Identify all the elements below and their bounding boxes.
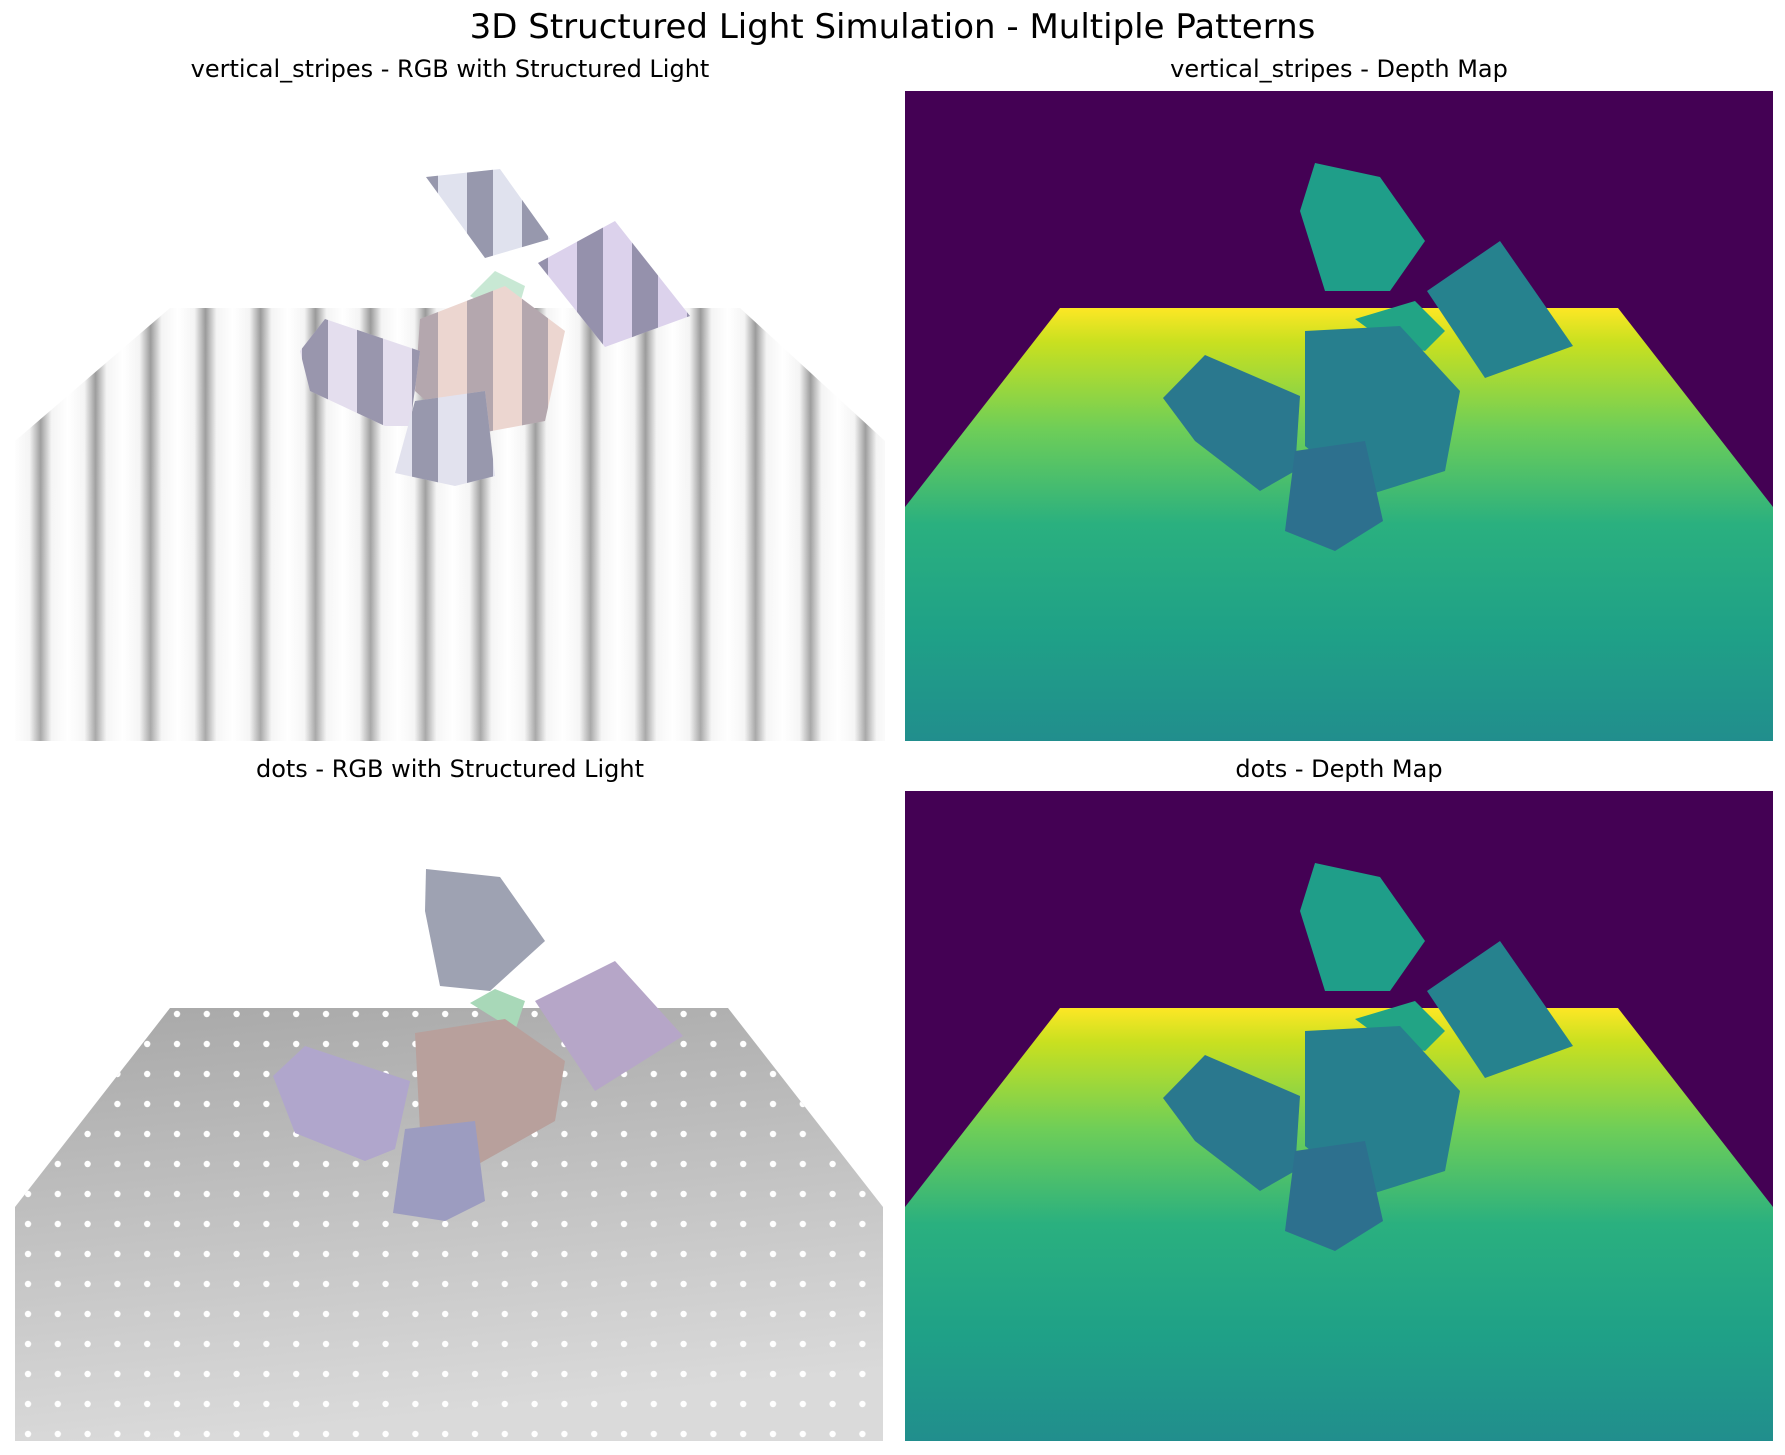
panel-title-dots-depth: dots - Depth Map (1235, 755, 1443, 783)
dots-rgb-image (15, 791, 885, 1441)
stripes-rgb-image (15, 91, 885, 741)
panel-title-dots-rgb: dots - RGB with Structured Light (255, 755, 645, 783)
panel-title-stripes-depth: vertical_stripes - Depth Map (1170, 55, 1508, 83)
panel-title-stripes-rgb: vertical_stripes - RGB with Structured L… (190, 55, 710, 83)
dots-depth-image (905, 791, 1773, 1441)
stripes-depth-image (905, 91, 1773, 741)
figure-title: 3D Structured Light Simulation - Multipl… (469, 7, 1316, 47)
